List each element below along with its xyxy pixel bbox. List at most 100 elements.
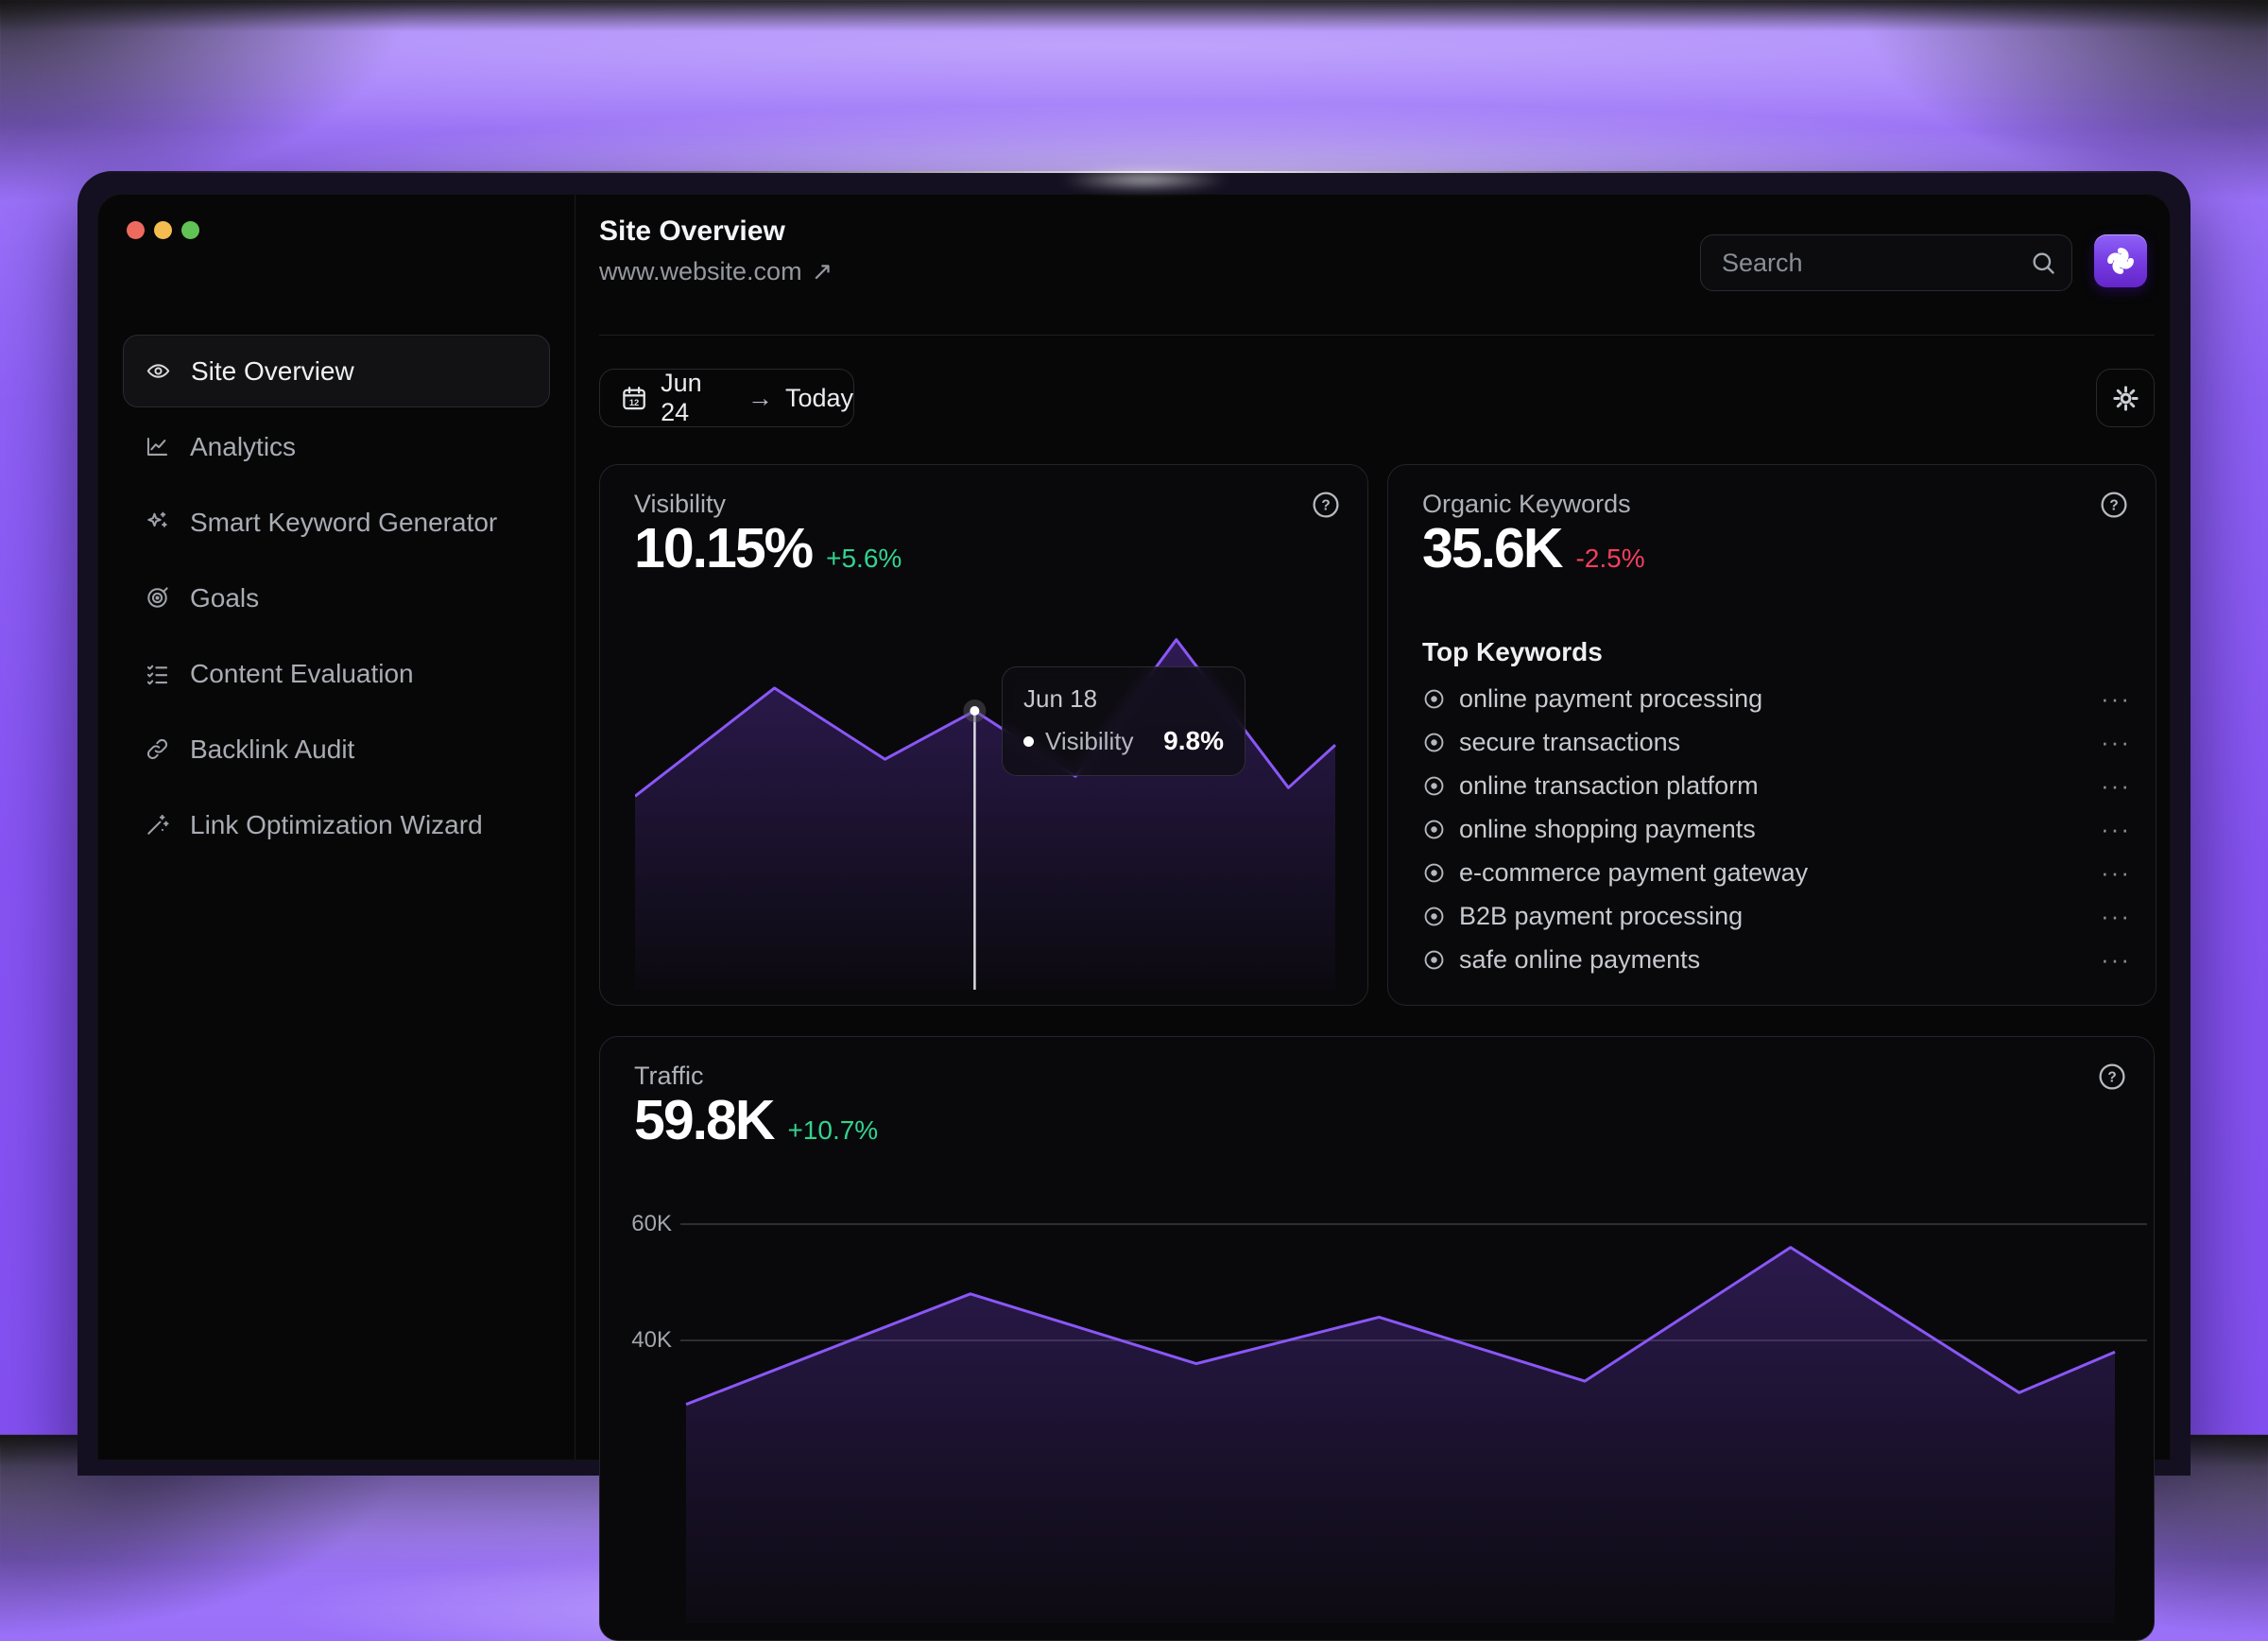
tooltip-value: 9.8% xyxy=(1163,726,1224,755)
y-axis-tick-40k: 40K xyxy=(631,1327,672,1353)
keyword-label: e-commerce payment gateway xyxy=(1459,857,1809,887)
sidebar-item-label: Backlink Audit xyxy=(190,734,355,764)
circle-dot-icon xyxy=(1424,689,1444,708)
keyword-label: secure transactions xyxy=(1459,727,1681,756)
circle-dot-icon xyxy=(1424,907,1444,925)
sidebar-item-site-overview[interactable]: Site Overview xyxy=(123,335,550,407)
site-url-link[interactable]: www.website.com ↗ xyxy=(599,257,833,286)
sidebar-item-link-optimization-wizard[interactable]: Link Optimization Wizard xyxy=(123,788,550,861)
keyword-label: online payment processing xyxy=(1459,683,1763,713)
window-content: Site Overview Analytics Smart Keyword Ge… xyxy=(97,194,2171,1641)
series-dot-icon xyxy=(1023,735,1034,747)
sidebar-item-analytics[interactable]: Analytics xyxy=(123,410,550,483)
sidebar-item-label: Smart Keyword Generator xyxy=(190,507,498,537)
sidebar-item-label: Site Overview xyxy=(191,355,354,386)
wand-icon xyxy=(147,814,169,835)
date-range-picker[interactable]: 12 Jun 24 → Today xyxy=(599,369,854,427)
window-controls xyxy=(127,221,199,239)
calendar-icon: 12 xyxy=(623,386,645,409)
page-title: Site Overview xyxy=(599,216,785,247)
tooltip-series: Visibility xyxy=(1045,726,1134,755)
sidebar-item-label: Goals xyxy=(190,582,260,613)
svg-text:?: ? xyxy=(2107,1070,2116,1086)
search-icon xyxy=(2033,252,2054,274)
top-keywords-heading: Top Keywords xyxy=(1422,637,1603,666)
keyword-menu-button[interactable]: ··· xyxy=(2101,727,2131,756)
sidebar-item-label: Link Optimization Wizard xyxy=(190,809,483,839)
search-input[interactable] xyxy=(1701,235,2071,290)
keyword-row: B2B payment processing ··· xyxy=(1422,894,2131,938)
sidebar-item-label: Analytics xyxy=(190,431,297,461)
sidebar-nav: Site Overview Analytics Smart Keyword Ge… xyxy=(123,335,550,864)
help-icon[interactable]: ? xyxy=(1311,490,1341,520)
sparkles-icon xyxy=(147,511,167,527)
keyword-menu-button[interactable]: ··· xyxy=(2101,683,2131,713)
circle-dot-icon xyxy=(1424,733,1444,751)
sidebar-item-backlink-audit[interactable]: Backlink Audit xyxy=(123,713,550,786)
circle-dot-icon xyxy=(1424,820,1444,838)
traffic-delta: +10.7% xyxy=(787,1115,879,1145)
traffic-card: Traffic ? 59.8K +10.7% 60K 40K xyxy=(599,1036,2155,1641)
keyword-row: secure transactions ··· xyxy=(1422,720,2131,764)
chart-tooltip: Jun 18 Visibility 9.8% xyxy=(1002,666,1246,776)
keyword-menu-button[interactable]: ··· xyxy=(2101,814,2131,843)
y-axis-tick-60k: 60K xyxy=(631,1211,672,1236)
tooltip-date: Jun 18 xyxy=(1023,684,1098,713)
keyword-menu-button[interactable]: ··· xyxy=(2101,944,2131,974)
sidebar: Site Overview Analytics Smart Keyword Ge… xyxy=(98,195,576,1460)
organic-keywords-card: Organic Keywords ? 35.6K -2.5% Top Keywo… xyxy=(1387,464,2156,1006)
target-icon xyxy=(147,587,168,608)
card-title: Visibility xyxy=(634,490,727,518)
pinwheel-logo-icon xyxy=(2107,248,2134,274)
arrow-right-icon: → xyxy=(747,383,773,412)
line-chart-icon xyxy=(146,438,168,456)
keyword-row: e-commerce payment gateway ··· xyxy=(1422,851,2131,894)
keyword-row: online payment processing ··· xyxy=(1422,677,2131,720)
app-logo-button[interactable] xyxy=(2094,234,2147,287)
svg-text:?: ? xyxy=(2109,498,2118,514)
traffic-chart[interactable] xyxy=(634,1179,2156,1623)
traffic-value: 59.8K xyxy=(634,1089,775,1151)
sidebar-item-goals[interactable]: Goals xyxy=(123,561,550,634)
keyword-row: online shopping payments ··· xyxy=(1422,807,2131,851)
visibility-card: Visibility ? 10.15% +5.6% xyxy=(599,464,1368,1006)
keyword-label: safe online payments xyxy=(1459,944,1701,974)
external-link-icon: ↗ xyxy=(811,257,833,285)
gear-icon xyxy=(2112,385,2139,411)
visibility-delta: +5.6% xyxy=(826,544,902,573)
keyword-menu-button[interactable]: ··· xyxy=(2101,770,2131,800)
expand-button[interactable] xyxy=(181,221,199,239)
sidebar-item-label: Content Evaluation xyxy=(190,658,414,688)
visibility-value: 10.15% xyxy=(634,517,814,579)
sidebar-item-smart-keyword-generator[interactable]: Smart Keyword Generator xyxy=(123,486,550,559)
calendar-day: 12 xyxy=(629,397,639,407)
date-start: Jun 24 xyxy=(661,369,702,426)
sidebar-item-content-evaluation[interactable]: Content Evaluation xyxy=(123,637,550,710)
keyword-menu-button[interactable]: ··· xyxy=(2101,901,2131,930)
circle-dot-icon xyxy=(1424,776,1444,795)
hover-point-dot xyxy=(970,706,980,716)
date-end: Today xyxy=(784,383,853,412)
keyword-row: online transaction platform ··· xyxy=(1422,764,2131,807)
header-divider xyxy=(599,335,2155,336)
circle-dot-icon xyxy=(1424,863,1444,882)
main-content: Site Overview www.website.com ↗ 12 xyxy=(575,195,2170,1641)
help-icon[interactable]: ? xyxy=(2097,1062,2127,1092)
keyword-label: B2B payment processing xyxy=(1459,901,1744,930)
keyword-menu-button[interactable]: ··· xyxy=(2101,857,2131,887)
keyword-label: online transaction platform xyxy=(1459,770,1759,800)
settings-button[interactable] xyxy=(2096,369,2155,427)
help-icon[interactable]: ? xyxy=(2099,490,2129,520)
svg-text:?: ? xyxy=(1321,498,1330,514)
site-url: www.website.com xyxy=(599,257,802,285)
close-button[interactable] xyxy=(127,221,145,239)
keyword-list: online payment processing ··· secure trans… xyxy=(1422,677,2131,981)
organic-keywords-value: 35.6K xyxy=(1422,517,1563,579)
keyword-row: safe online payments ··· xyxy=(1422,938,2131,981)
circle-dot-icon xyxy=(1424,950,1444,969)
app-window: Site Overview Analytics Smart Keyword Ge… xyxy=(77,171,2191,1641)
search-bar xyxy=(1700,234,2072,291)
organic-keywords-delta: -2.5% xyxy=(1575,544,1645,573)
minimize-button[interactable] xyxy=(154,221,172,239)
checklist-icon xyxy=(146,665,168,685)
